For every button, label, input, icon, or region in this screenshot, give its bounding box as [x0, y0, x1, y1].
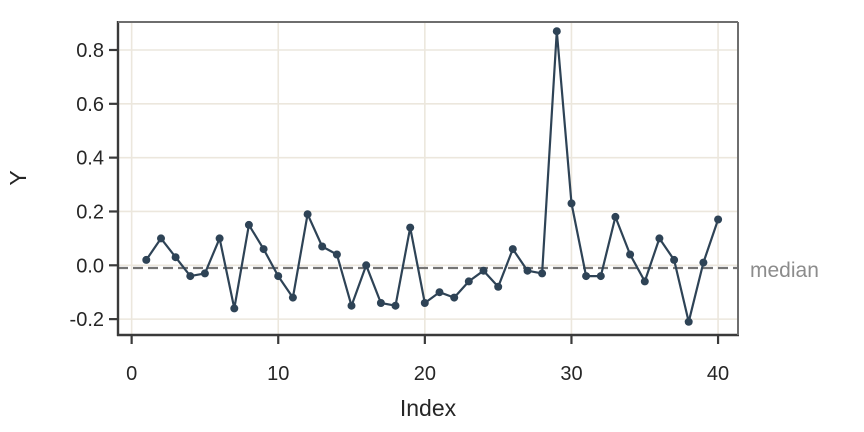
- y-tick-label: 0.6: [76, 94, 104, 116]
- y-tick-label: 0.2: [76, 201, 104, 223]
- data-point: [552, 27, 561, 36]
- data-point: [420, 299, 429, 307]
- data-point: [714, 215, 723, 224]
- data-point: [699, 258, 708, 267]
- y-tick-label: 0.4: [76, 148, 104, 170]
- data-point: [244, 220, 253, 229]
- data-point: [303, 210, 312, 219]
- data-point: [215, 234, 224, 243]
- data-point: [435, 288, 444, 297]
- data-point: [288, 293, 297, 302]
- data-point: [157, 234, 165, 243]
- data-point: [200, 269, 209, 278]
- data-point: [611, 212, 620, 221]
- data-point: [640, 277, 649, 286]
- data-point: [186, 272, 195, 281]
- x-tick-label: 20: [414, 363, 436, 385]
- y-tick-label: -0.2: [70, 309, 104, 331]
- data-point: [538, 269, 547, 278]
- axis-tick-labels: 0 10 20 30 40 -0.2 0.0 0.2 0.4 0.6 0.8: [70, 40, 730, 385]
- data-point: [670, 255, 679, 264]
- data-point: [655, 234, 664, 243]
- y-tick-label: 0.0: [76, 255, 104, 277]
- data-point: [596, 272, 605, 281]
- data-point: [347, 301, 356, 310]
- data-point: [391, 301, 400, 310]
- data-point: [362, 261, 371, 270]
- data-point: [523, 266, 532, 275]
- gridlines: [118, 22, 738, 335]
- x-tick-label: 0: [126, 363, 137, 385]
- x-axis-title: Index: [400, 395, 457, 421]
- data-line: [145, 30, 720, 323]
- data-point: [479, 266, 488, 275]
- x-tick-label: 30: [560, 363, 582, 385]
- data-point: [684, 317, 693, 326]
- data-point: [274, 272, 283, 281]
- data-point: [332, 250, 341, 259]
- data-point: [259, 245, 268, 254]
- data-point: [582, 272, 591, 281]
- data-point: [142, 255, 151, 264]
- data-point: [508, 245, 517, 254]
- data-point: [464, 277, 473, 286]
- data-point: [230, 304, 239, 313]
- plot-border: [116, 21, 739, 337]
- axis-ticks: [109, 48, 720, 344]
- data-point: [450, 293, 459, 302]
- data-point: [318, 242, 327, 251]
- data-point: [626, 250, 635, 259]
- x-tick-label: 40: [707, 363, 729, 385]
- data-point: [376, 299, 385, 307]
- y-axis-title: Y: [5, 170, 31, 185]
- data-point: [494, 282, 503, 291]
- data-series-layer: [142, 27, 723, 326]
- data-point: [567, 199, 576, 208]
- data-point: [406, 223, 415, 232]
- data-point: [171, 253, 180, 262]
- x-tick-label: 10: [267, 363, 289, 385]
- y-tick-label: 0.8: [76, 40, 104, 62]
- median-line-label: median: [750, 259, 819, 282]
